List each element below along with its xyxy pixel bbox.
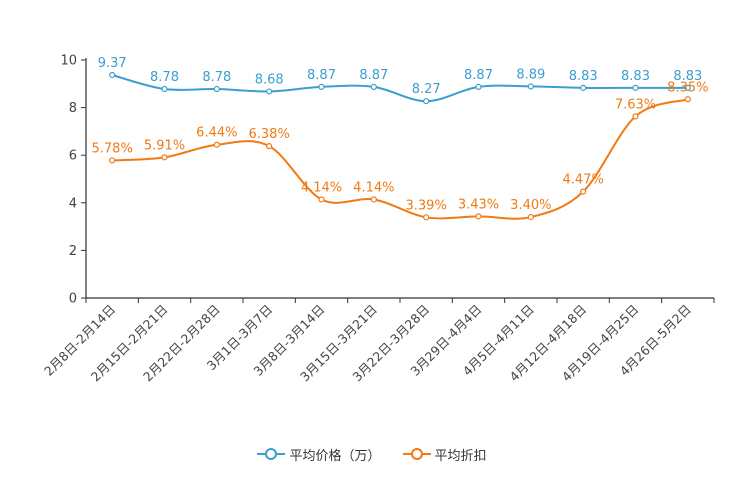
data-label-price: 8.27 <box>412 82 441 97</box>
series-line-discount <box>112 98 689 220</box>
data-point-price <box>213 85 220 93</box>
data-point-discount <box>266 143 273 150</box>
y-tick-label: 8 <box>69 101 77 116</box>
data-point-price <box>684 84 691 91</box>
y-tick-label: 6 <box>69 149 77 164</box>
data-point-discount <box>423 214 430 221</box>
data-label-price: 8.78 <box>150 70 179 85</box>
data-point-price <box>423 98 430 105</box>
data-label-price: 8.87 <box>464 68 493 83</box>
data-point-price <box>370 83 377 90</box>
data-label-discount: 6.38% <box>249 127 290 142</box>
data-label-price: 8.89 <box>516 67 545 82</box>
legend: 平均价格（万） 平均折扣 <box>0 443 744 465</box>
data-point-discount <box>632 113 639 120</box>
legend-discount-swatch-icon <box>402 448 431 460</box>
data-label-price: 9.37 <box>98 56 127 71</box>
data-point-discount <box>684 96 691 103</box>
data-point-discount <box>213 141 220 148</box>
data-label-discount: 5.91% <box>144 138 185 153</box>
data-point-discount <box>161 154 168 161</box>
data-point-price <box>266 88 273 95</box>
data-label-discount: 3.40% <box>510 198 551 213</box>
y-tick-label: 4 <box>69 196 77 211</box>
data-label-discount: 7.63% <box>615 97 656 112</box>
data-label-price: 8.83 <box>673 69 702 84</box>
data-point-discount <box>109 157 116 164</box>
y-tick-label: 2 <box>69 244 77 259</box>
data-label-discount: 4.14% <box>353 180 394 195</box>
data-point-discount <box>580 188 587 195</box>
data-label-price: 8.83 <box>569 69 598 84</box>
data-point-discount <box>527 213 534 221</box>
data-label-price: 8.78 <box>202 70 231 85</box>
data-label-price: 8.87 <box>307 68 336 83</box>
data-label-discount: 8.35% <box>667 80 708 95</box>
legend-price-label: 平均价格（万） <box>289 448 381 464</box>
legend-item-avg-discount[interactable]: 平均折扣 <box>402 445 487 464</box>
y-tick-label: 0 <box>69 292 77 307</box>
data-point-price <box>527 83 534 90</box>
data-point-price <box>580 84 587 91</box>
data-point-discount <box>475 213 482 220</box>
data-point-discount <box>318 196 325 203</box>
legend-price-swatch-icon <box>257 448 286 460</box>
data-point-price <box>632 84 639 91</box>
data-label-price: 8.87 <box>359 68 388 83</box>
legend-item-avg-price[interactable]: 平均价格（万） <box>257 445 381 464</box>
y-tick-label: 10 <box>60 54 77 69</box>
data-label-discount: 4.47% <box>563 173 604 188</box>
data-label-discount: 5.78% <box>92 141 133 156</box>
data-label-price: 8.83 <box>621 69 650 84</box>
data-point-price <box>318 83 325 90</box>
data-label-discount: 3.43% <box>458 197 499 212</box>
data-label-discount: 4.14% <box>301 180 342 195</box>
series-line-price <box>111 74 688 103</box>
data-point-price <box>475 83 482 90</box>
legend-discount-label: 平均折扣 <box>434 448 487 464</box>
data-label-discount: 3.39% <box>406 198 447 213</box>
data-point-price <box>161 85 168 93</box>
data-point-discount <box>370 196 377 203</box>
data-label-price: 8.68 <box>255 72 284 87</box>
data-point-price <box>109 71 116 79</box>
data-label-discount: 6.44% <box>196 126 237 141</box>
